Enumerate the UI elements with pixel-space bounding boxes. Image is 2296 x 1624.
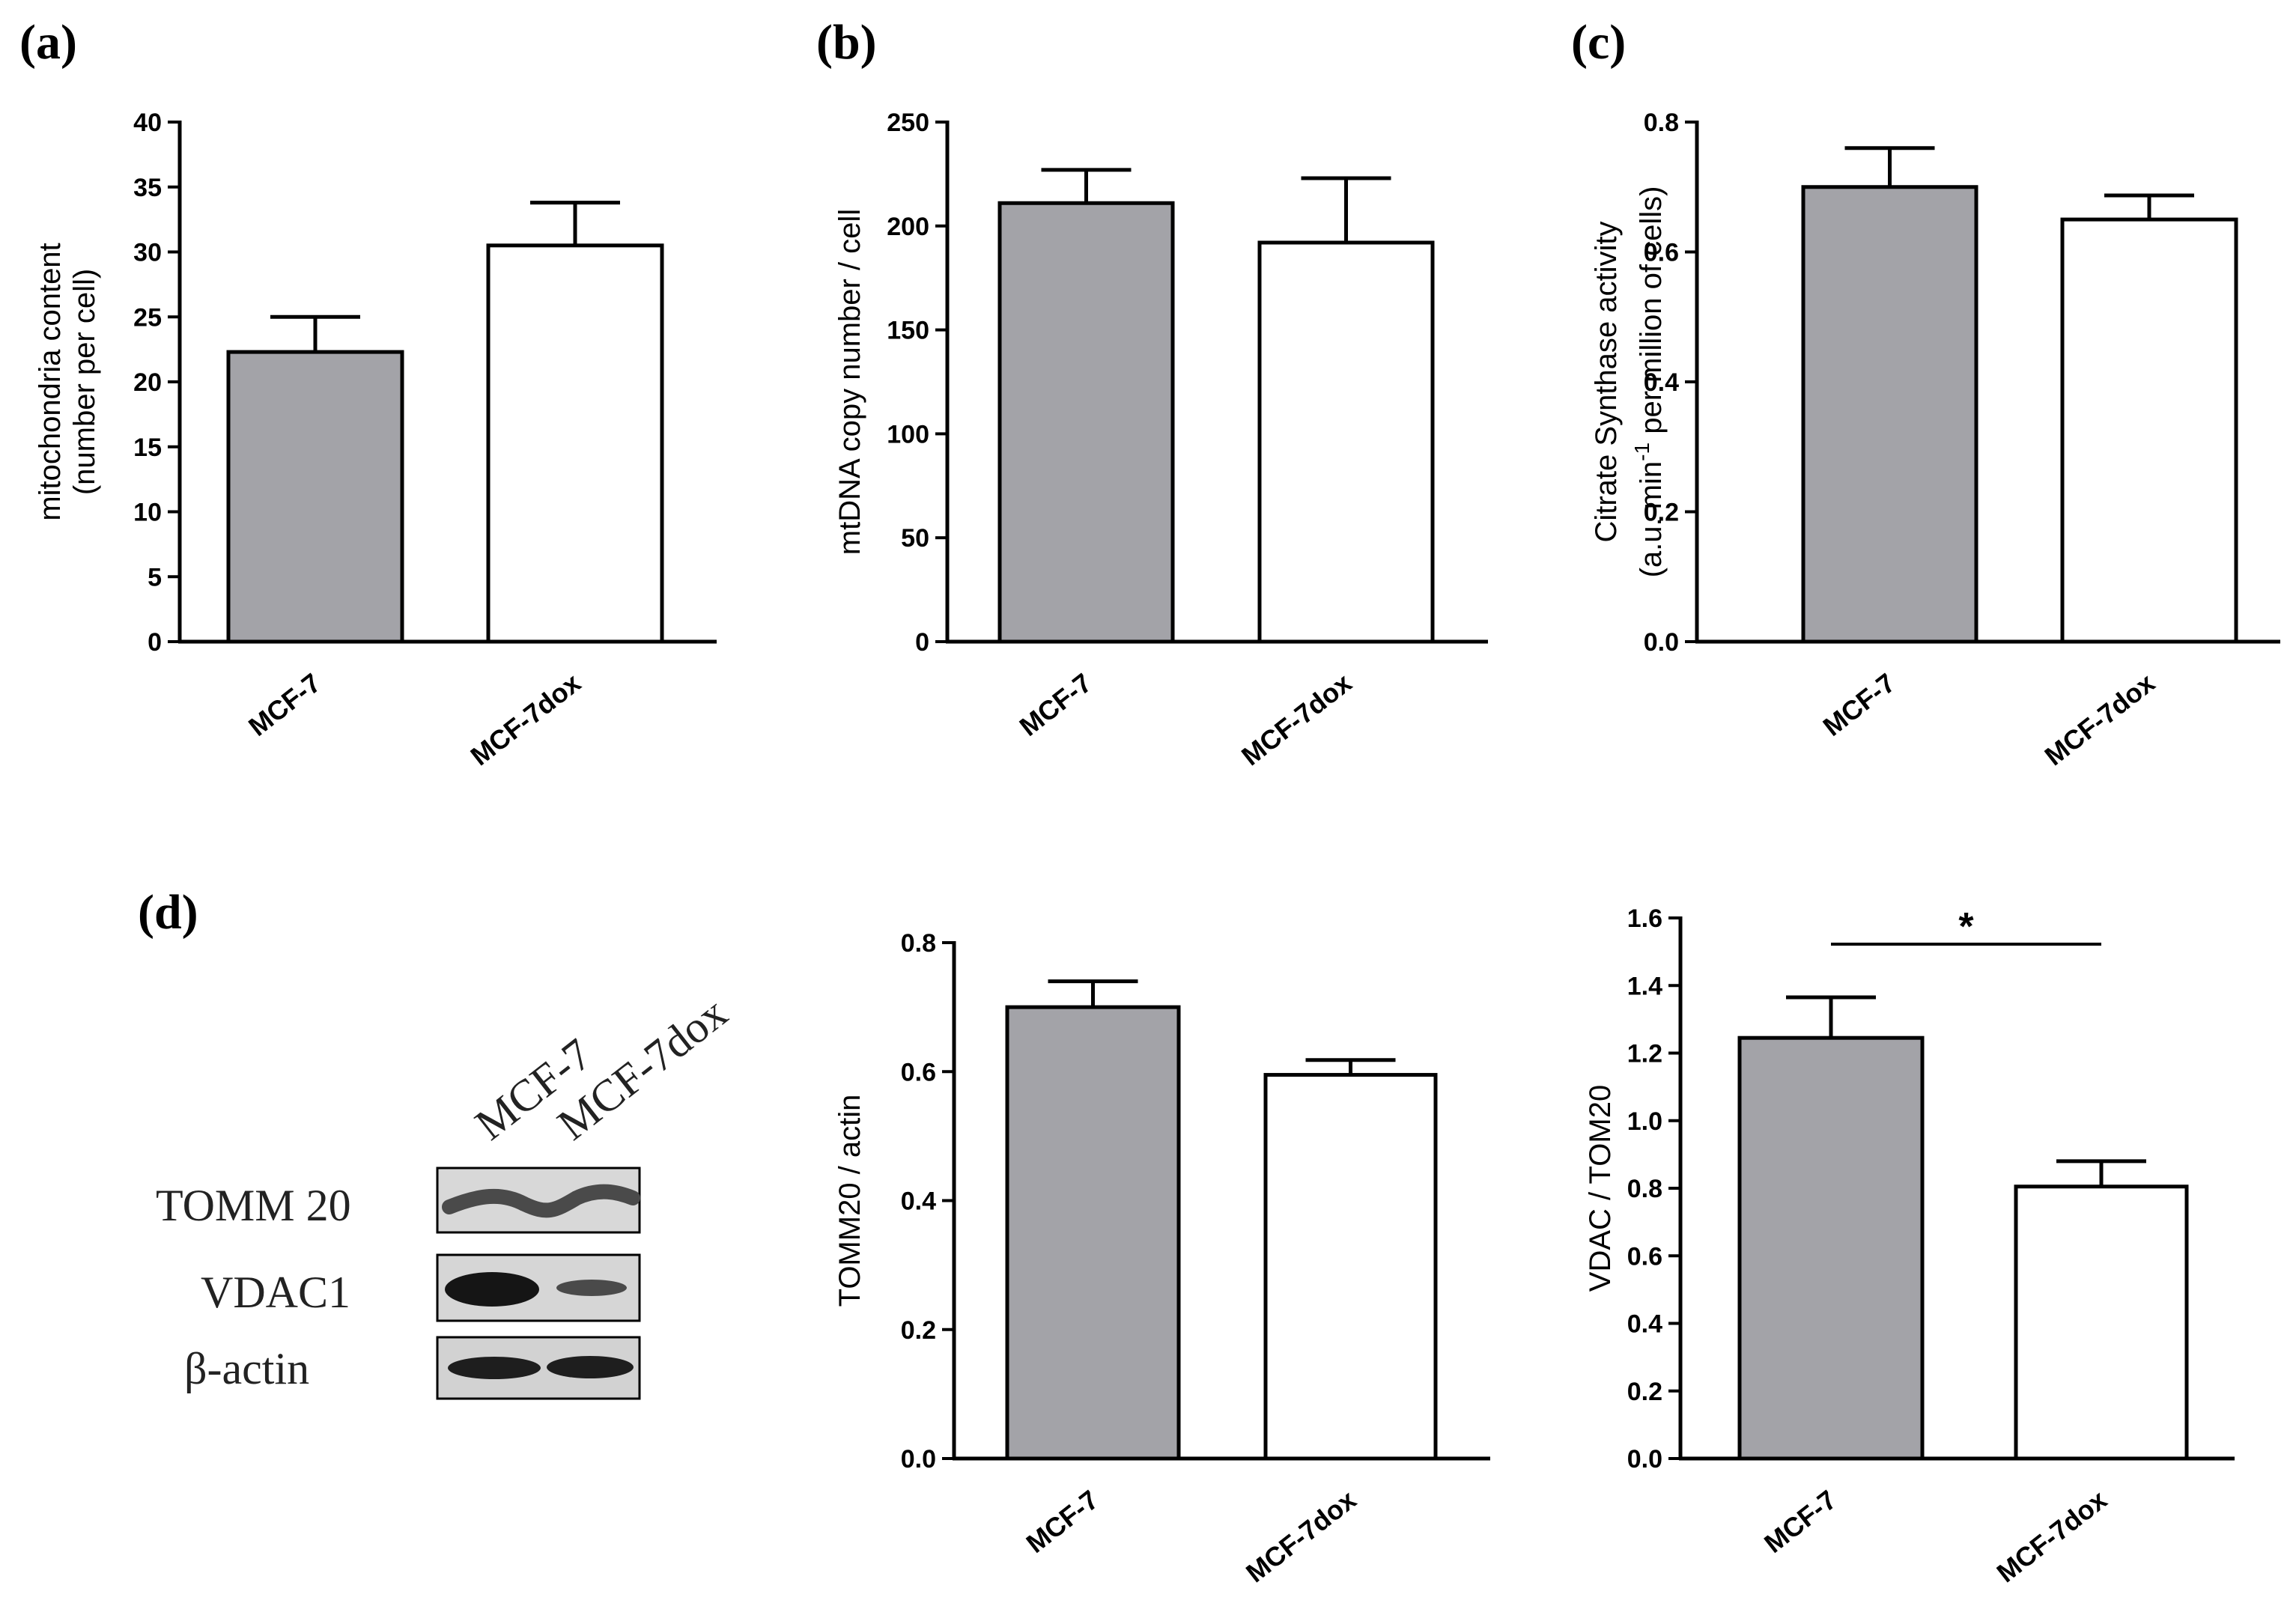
blot-row-label-beta-actin: β-actin [184,1344,309,1393]
bar-mcf-7dox [1257,240,1435,644]
y-tick-label: 200 [887,213,929,241]
y-tick-label: 0.4 [901,1187,936,1216]
y-axis-label: mtDNA copy number / cell [833,209,866,555]
y-tick-label: 100 [887,420,929,448]
blot-row-label-vdac1: VDAC1 [201,1268,350,1317]
y-tick-label: 250 [887,109,929,137]
category-label: MCF-7dox [2039,667,2160,771]
bar-mcf-7dox [2014,1184,2189,1461]
category-label: MCF-7 [243,667,327,742]
y-axis-label: VDAC / TOM20 [1584,1085,1617,1292]
y-tick-label: 35 [133,174,162,202]
y-tick-label: 0.6 [1644,239,1679,267]
y-tick-label: 1.0 [1627,1107,1662,1136]
bar-mcf-7 [1737,1035,1925,1461]
blot-strip-vdac1 [436,1253,641,1322]
y-tick-label: 1.2 [1627,1040,1662,1068]
bar-mcf-7 [1801,185,1978,644]
y-tick-label: 20 [133,368,162,397]
y-tick-label: 1.4 [1627,972,1662,1000]
bar-mcf-7dox [486,243,664,644]
category-label: MCF-7 [1758,1484,1842,1559]
bar-mcf-7 [1005,1005,1181,1461]
panel-label-c: (c) [1571,15,1626,70]
category-label: MCF-7dox [465,667,586,771]
y-tick-label: 15 [133,434,162,462]
category-label: MCF-7dox [1991,1484,2113,1588]
western-blot: MCF-7 MCF-7dox TOMM 20 VDAC1 β-actin [156,988,736,1400]
category-label: MCF-7dox [1240,1484,1361,1588]
y-tick-label: 10 [133,499,162,527]
y-axis-label: TOMM20 / actin [833,1095,866,1307]
category-label: MCF-7 [1021,1484,1105,1559]
significance-asterisk: * [1958,905,1974,949]
y-axis-label: mitochondria content [34,243,67,520]
bar-mcf-7dox [2060,217,2238,644]
y-tick-label: 30 [133,239,162,267]
y-tick-label: 0 [148,628,162,657]
y-tick-label: 0.2 [901,1316,936,1345]
y-tick-label: 0.0 [1627,1445,1662,1474]
bar-mcf-7 [997,201,1175,644]
blot-strip-tomm20 [436,1167,641,1234]
bar-mcf-7 [226,350,404,644]
y-tick-label: 0.8 [901,929,936,958]
category-label: MCF-7 [1817,667,1901,742]
y-tick-label: 0.6 [901,1058,936,1086]
panel-label-b: (b) [816,15,877,70]
chart-d-vdac-tom20: 0.0 0.2 0.4 0.6 0.8 1.0 1.2 1.4 1.6 MCF-7 MCF-7dox… [1584,904,2235,1588]
category-label: MCF-7dox [1236,667,1357,771]
chart-c-citrate-synthase: 0.0 0.2 0.4 0.6 0.8 MCF-7 MCF-7dox Citrate Synt… [1590,109,2280,771]
y-tick-label: 1.6 [1627,904,1662,933]
chart-a-mitochondria-content: 0 5 10 15 20 25 30 35 40 MCF-7 MCF-7dox mitochondri… [34,109,717,771]
y-tick-label: 150 [887,317,929,345]
y-axis-label-line2: (number per cell) [68,269,101,495]
y-tick-label: 0.0 [901,1445,936,1474]
category-label: MCF-7 [1014,667,1098,742]
y-tick-label: 5 [148,563,162,591]
y-axis-label: Citrate Synthase activity [1590,221,1623,542]
chart-b-mtdna-copy-number: 0 50 100 150 200 250 MCF-7 MCF-7dox mtDNA copy n… [833,109,1488,771]
y-tick-label: 0.2 [1627,1378,1662,1406]
y-tick-label: 0.2 [1644,499,1679,527]
y-tick-label: 25 [133,303,162,332]
panel-label-d: (d) [138,885,198,940]
y-tick-label: 0.4 [1627,1310,1662,1339]
y-tick-label: 50 [901,524,929,553]
y-tick-label: 0.0 [1644,628,1679,657]
blot-strip-beta-actin [436,1336,641,1400]
y-tick-label: 0.8 [1644,109,1679,137]
y-tick-label: 0.6 [1627,1242,1662,1271]
blot-row-label-tomm20: TOMM 20 [156,1181,351,1230]
y-tick-label: 40 [133,109,162,137]
chart-d-tomm20-actin: 0.0 0.2 0.4 0.6 0.8 MCF-7 MCF-7dox TOMM20 / act… [833,929,1490,1588]
bar-mcf-7dox [1263,1073,1438,1461]
y-tick-label: 0.8 [1627,1175,1662,1203]
y-tick-label: 0 [915,628,929,657]
panel-label-a: (a) [19,15,77,70]
y-axis-label-line2: (a.u. min-1 per million of cells) [1630,186,1668,578]
y-tick-label: 0.4 [1644,368,1679,397]
